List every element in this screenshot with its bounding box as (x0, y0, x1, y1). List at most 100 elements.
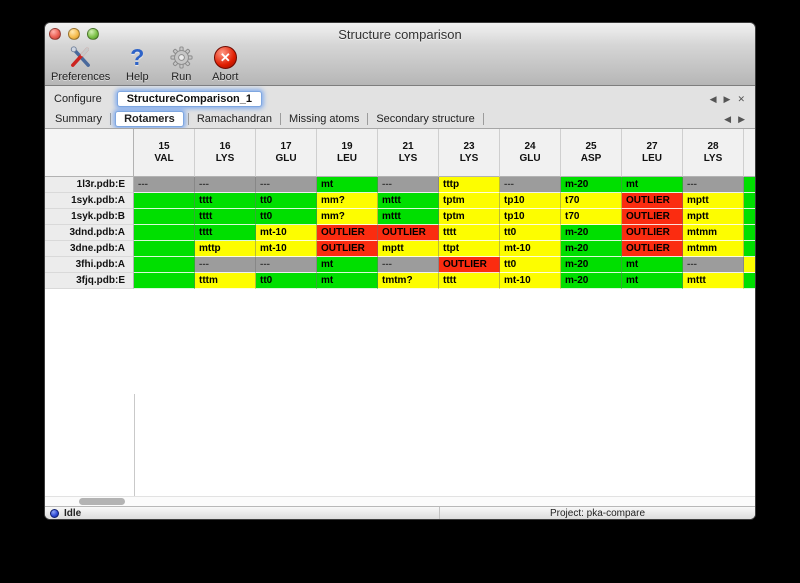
rotamer-cell[interactable]: tp10 (500, 193, 561, 209)
rotamer-cell[interactable]: mt (622, 257, 683, 273)
rotamer-cell[interactable]: tt0 (256, 273, 317, 289)
rotamer-cell[interactable]: OUTLIER (317, 241, 378, 257)
close-window-button[interactable] (49, 28, 61, 40)
rotamer-cell[interactable]: t70 (561, 193, 622, 209)
rotamer-cell[interactable]: tttt (439, 273, 500, 289)
rotamer-cell[interactable]: --- (378, 177, 439, 193)
minimize-window-button[interactable] (68, 28, 80, 40)
rotamer-cell[interactable]: tttm (195, 273, 256, 289)
rotamer-cell[interactable]: tt0 (256, 209, 317, 225)
close-tab-icon[interactable]: ✕ (737, 93, 745, 104)
rotamer-cell-clipped[interactable] (744, 225, 755, 241)
rotamer-cell[interactable]: OUTLIER (439, 257, 500, 273)
rotamer-cell[interactable]: tttt (195, 209, 256, 225)
abort-button[interactable]: ✕ Abort (208, 45, 242, 83)
run-button[interactable]: Run (164, 45, 198, 83)
rotamer-cell[interactable]: mtmm (683, 241, 744, 257)
preferences-button[interactable]: Preferences (51, 45, 110, 83)
rotamer-cell[interactable]: --- (195, 257, 256, 273)
rotamer-cell[interactable]: mt (622, 273, 683, 289)
rotamer-cell[interactable]: mptt (378, 241, 439, 257)
rotamer-cell[interactable]: mt (317, 257, 378, 273)
tab-summary[interactable]: Summary (55, 113, 103, 125)
rotamer-cell[interactable]: tptm (439, 193, 500, 209)
zoom-window-button[interactable] (87, 28, 99, 40)
rotamer-cell[interactable]: mt (622, 177, 683, 193)
rotamer-cell[interactable]: m-20 (561, 241, 622, 257)
horizontal-scrollbar[interactable] (45, 496, 755, 506)
rotamer-cell[interactable]: OUTLIER (622, 225, 683, 241)
rotamer-cell[interactable]: mttt (378, 209, 439, 225)
rotamer-cell[interactable]: tt0 (256, 193, 317, 209)
rotamer-cell-clipped[interactable] (744, 273, 755, 289)
rotamer-cell[interactable]: tmtm? (378, 273, 439, 289)
rotamer-cell[interactable]: m-20 (561, 177, 622, 193)
rotamer-cell[interactable]: mttp (195, 241, 256, 257)
rotamer-cell[interactable]: mm? (317, 193, 378, 209)
rotamer-cell[interactable]: mm? (317, 209, 378, 225)
rotamer-cell[interactable]: OUTLIER (622, 241, 683, 257)
rotamer-cell[interactable]: t (134, 241, 195, 257)
rotamer-cell[interactable]: mt-10 (256, 241, 317, 257)
rotamer-cell[interactable]: --- (683, 177, 744, 193)
rotamer-cell[interactable]: mt (317, 273, 378, 289)
rotamer-cell[interactable]: m-20 (561, 225, 622, 241)
tab-ramachandran[interactable]: Ramachandran (196, 113, 273, 125)
rotamer-cell[interactable]: mt-10 (500, 241, 561, 257)
rotamer-cell[interactable]: tt0 (500, 257, 561, 273)
rotamer-cell[interactable]: --- (683, 257, 744, 273)
rotamer-cell[interactable]: tptm (439, 209, 500, 225)
rotamer-cell[interactable]: tttp (439, 177, 500, 193)
rotamer-cell[interactable]: tttt (195, 225, 256, 241)
rotamer-cell[interactable]: tp10 (500, 209, 561, 225)
rotamer-cell[interactable]: mt-10 (500, 273, 561, 289)
scrollbar-thumb[interactable] (79, 498, 125, 505)
tab-rotamers[interactable]: Rotamers (115, 111, 184, 127)
rotamer-cell[interactable]: m-20 (561, 257, 622, 273)
rotamer-cell[interactable]: --- (378, 257, 439, 273)
configuration-tab[interactable]: StructureComparison_1 (116, 90, 263, 107)
help-button[interactable]: ? Help (120, 45, 154, 84)
rotamer-cell[interactable]: t70 (561, 209, 622, 225)
rotamer-cell[interactable]: mptt (683, 193, 744, 209)
rotamer-cell-clipped[interactable] (744, 241, 755, 257)
status-dot-icon (50, 508, 59, 518)
rotamer-cell[interactable]: OUTLIER (622, 193, 683, 209)
rotamer-cell-clipped[interactable] (744, 177, 755, 193)
rotamer-cell[interactable]: ttpt (439, 241, 500, 257)
tab-secondary-structure[interactable]: Secondary structure (376, 113, 475, 125)
rotamer-cell[interactable]: t (134, 193, 195, 209)
rotamer-cell[interactable]: --- (195, 177, 256, 193)
scroll-left-icon[interactable]: ◀ (724, 114, 732, 124)
rotamer-cell[interactable]: mptt (683, 209, 744, 225)
scroll-right-icon[interactable]: ▶ (738, 114, 745, 124)
scroll-left-icon[interactable]: ◀ (709, 93, 717, 104)
rotamer-cell[interactable]: t (134, 257, 195, 273)
rotamer-cell[interactable]: mt (317, 177, 378, 193)
rotamer-cell[interactable]: OUTLIER (378, 225, 439, 241)
rotamer-cell[interactable]: OUTLIER (317, 225, 378, 241)
rotamer-cell-clipped[interactable] (744, 257, 755, 273)
rotamer-cell[interactable]: t (134, 209, 195, 225)
rotamer-cell[interactable]: tttt (439, 225, 500, 241)
tab-missing-atoms[interactable]: Missing atoms (289, 113, 360, 125)
rotamer-cell[interactable]: --- (256, 177, 317, 193)
rotamer-cell[interactable]: t (134, 273, 195, 289)
traffic-lights (49, 28, 99, 40)
rotamer-cell[interactable]: --- (500, 177, 561, 193)
rotamer-cell[interactable]: --- (134, 177, 195, 193)
rotamer-cell[interactable]: tt0 (500, 225, 561, 241)
rotamer-cell[interactable]: t (134, 225, 195, 241)
scroll-right-icon[interactable]: ▶ (723, 93, 731, 104)
rotamer-cell[interactable]: tttt (195, 193, 256, 209)
rotamer-cell[interactable]: mttt (378, 193, 439, 209)
rotamer-cell[interactable]: OUTLIER (622, 209, 683, 225)
rotamer-cell[interactable]: mt-10 (256, 225, 317, 241)
rotamer-cell[interactable]: --- (256, 257, 317, 273)
rotamer-cell[interactable]: mtmm (683, 225, 744, 241)
rotamer-cell[interactable]: m-20 (561, 273, 622, 289)
rotamer-cell-clipped[interactable] (744, 209, 755, 225)
row-label: 3dne.pdb:A (45, 241, 134, 257)
rotamer-cell-clipped[interactable] (744, 193, 755, 209)
rotamer-cell[interactable]: mttt (683, 273, 744, 289)
